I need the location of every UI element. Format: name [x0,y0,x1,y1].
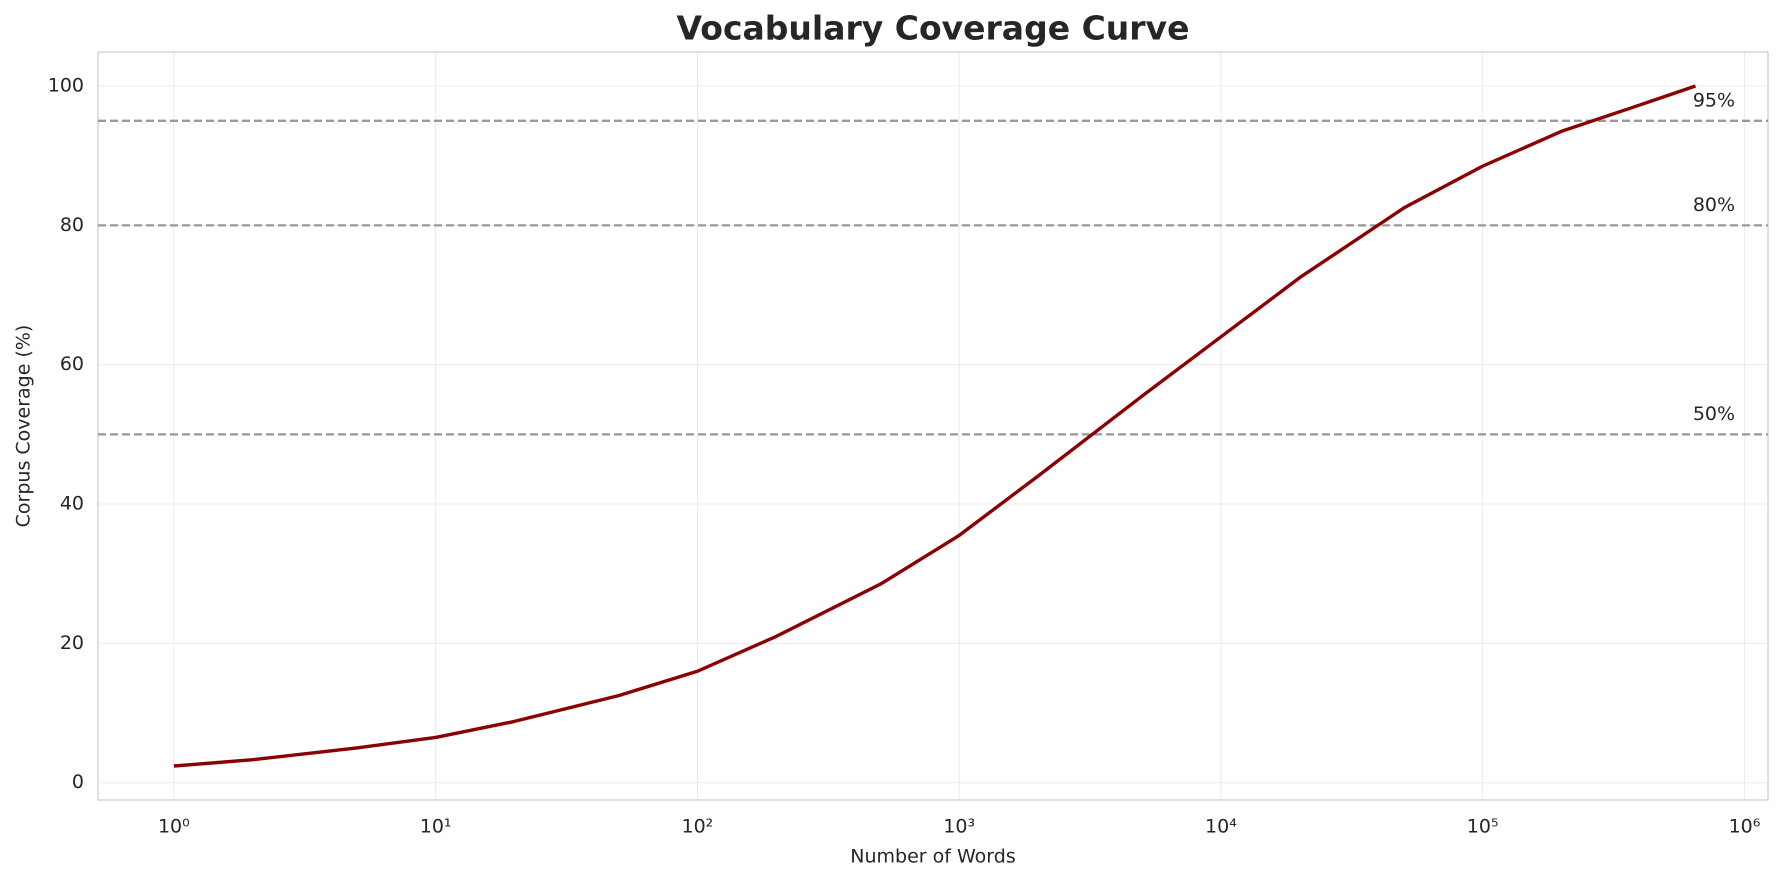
reference-label: 80% [1693,194,1735,216]
x-tick-label: 10⁶ [1729,816,1761,838]
reference-label: 50% [1693,403,1735,425]
plot-frame [97,51,1769,801]
x-axis-label: Number of Words [850,846,1015,868]
reference-label: 95% [1693,89,1735,111]
y-tick-label: 20 [60,632,84,654]
line-series [173,84,1697,768]
x-tick-label: 10³ [943,816,975,838]
x-tick-label: 10¹ [420,816,452,838]
x-tick-label: 10⁴ [1205,816,1237,838]
y-tick-label: 0 [72,771,84,793]
x-tick-label: 10⁵ [1467,816,1499,838]
chart-title: Vocabulary Coverage Curve [677,9,1190,48]
y-tick-label: 100 [48,75,84,97]
x-tick-label: 10⁰ [158,816,190,838]
y-axis-label: Corpus Coverage (%) [13,325,35,528]
x-tick-label: 10² [682,816,714,838]
y-tick-label: 60 [60,353,84,375]
y-tick-label: 80 [60,214,84,236]
y-tick-label: 40 [60,493,84,515]
